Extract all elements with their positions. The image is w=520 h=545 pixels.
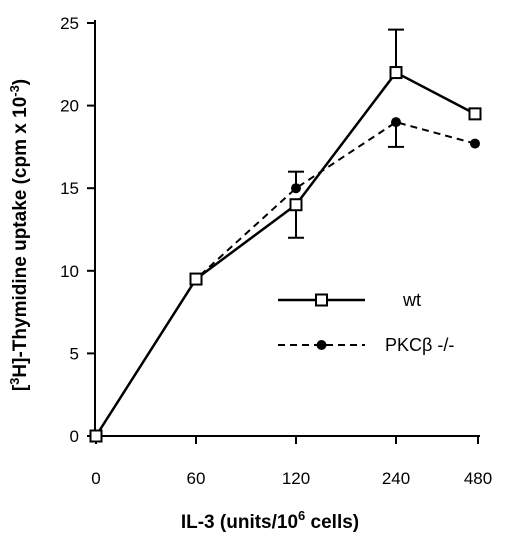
data-point-wt [189,272,203,286]
y-tick-label: 15 [60,179,79,198]
y-tick-label: 25 [60,14,79,33]
y-tick-label: 0 [70,427,79,446]
y-tick-label: 5 [70,344,79,363]
legend-marker-wt [315,293,328,307]
series-line-pkcb-knockout [95,121,476,437]
y-tick-label: 20 [60,97,79,116]
data-point-wt [389,66,403,80]
x-tick-label: 480 [464,469,492,488]
y-axis-title: [3H]-Thymidine uptake (cpm x 10-3) [7,79,31,391]
data-point-wt [289,198,303,212]
legend-label-pkcb-knockout: PKCβ -/- [385,335,454,355]
data-point-wt [468,107,482,121]
plot-area: 0 5 10 15 20 25 0 60 120 240 480 wt PKCβ -/- [60,14,492,488]
x-tick-label: 240 [382,469,410,488]
data-point-pkcb-knockout [291,183,301,194]
legend-marker-pkcb-knockout [316,340,327,350]
x-tick-label: 0 [91,469,100,488]
data-point-pkcb-knockout [470,138,480,149]
x-tick-label: 60 [187,469,206,488]
series-line-wt [94,70,476,437]
data-point-wt [89,429,103,443]
x-tick-label: 120 [282,469,310,488]
legend-label-wt: wt [402,290,421,310]
data-point-pkcb-knockout [391,117,401,128]
y-tick-label: 10 [60,262,79,281]
x-axis-title: IL-3 (units/106 cells) [181,508,359,533]
